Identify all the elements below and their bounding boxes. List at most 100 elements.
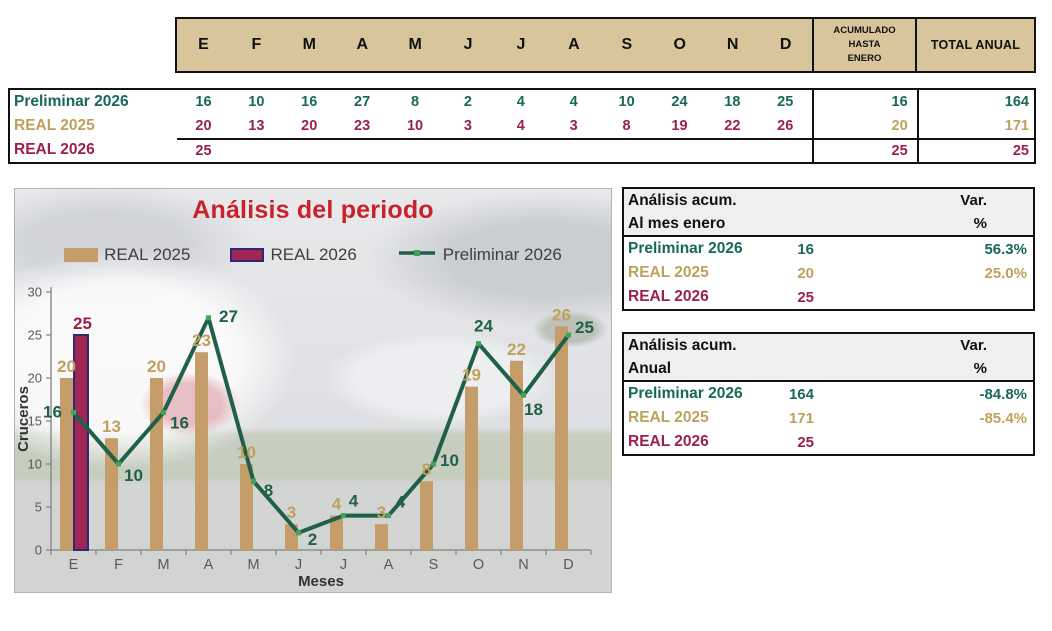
data-cell: 25: [177, 138, 230, 162]
month-header-1: E: [198, 36, 209, 53]
legend-swatch-bar: [230, 248, 265, 262]
month-header-5: M: [408, 36, 422, 53]
analysis-subtitle: Anual: [628, 359, 672, 377]
month-header-6: J: [463, 36, 473, 53]
row-label: REAL 2025: [14, 117, 95, 134]
analysis-row-value: 20: [797, 264, 814, 282]
legend-item-preliminar-2026: Preliminar 2026: [397, 245, 562, 265]
data-cell: [441, 138, 495, 162]
months-header-table: E F M A M J J A S O N D ACUMULADO HASTA ENERO TOTAL…: [175, 17, 1036, 73]
chart-title: Análisis del periodo: [192, 196, 434, 224]
data-cell: 16: [301, 94, 318, 110]
data-cell: [653, 138, 706, 162]
var-header: Var.: [960, 337, 987, 354]
row-label: REAL 2026: [14, 141, 95, 158]
chart-panel: 0 5 10 15 20 25 30 E F M A M J J A S O N D Meses Cruceros 20 1…: [14, 188, 612, 593]
legend-label: Preliminar 2026: [442, 245, 562, 264]
pct-header: %: [973, 360, 987, 377]
analysis-row-pct: 25.0%: [984, 264, 1027, 282]
legend-item-real-2025: REAL 2025: [64, 245, 190, 265]
data-cell: 4: [516, 94, 525, 110]
analysis-table-anual-header: Análisis acum. Var. Anual %: [624, 334, 1033, 382]
data-cell: 3: [569, 118, 578, 134]
legend-swatch-bar: [64, 248, 99, 262]
analysis-row-pct: -84.8%: [979, 385, 1027, 403]
data-cell: [229, 138, 283, 162]
data-cell: 26: [777, 118, 794, 134]
data-cell: [494, 138, 548, 162]
legend-label: REAL 2025: [104, 245, 191, 264]
analysis-row-pct: 56.3%: [984, 240, 1027, 258]
analysis-rows: Preliminar 2026 16 56.3% REAL 2025 20 25.0% RE…: [624, 237, 1033, 309]
analysis-row-label: Preliminar 2026: [628, 240, 743, 257]
analysis-rows: Preliminar 2026 164 -84.8% REAL 2025 171 -85.…: [624, 382, 1033, 454]
analysis-row: Preliminar 2026 164 -84.8%: [624, 382, 1033, 406]
analysis-table-anual: Análisis acum. Var. Anual % Preliminar 2…: [622, 332, 1035, 456]
acumulado-cell: 20: [811, 114, 917, 138]
legend-item-real-2026: REAL 2026: [230, 245, 357, 265]
data-cell: 8: [622, 118, 631, 134]
data-cell: 19: [671, 118, 688, 134]
data-cell: 4: [516, 118, 525, 134]
legend-swatch-line: [397, 246, 437, 265]
data-cell: [758, 138, 812, 162]
total-cell: 171: [916, 114, 1034, 138]
data-cell: [335, 138, 389, 162]
data-cell: 13: [248, 118, 265, 134]
data-cell: 10: [406, 118, 424, 134]
analysis-row-value: 164: [788, 385, 814, 403]
analysis-row-pct: -85.4%: [979, 409, 1027, 427]
month-header-4: A: [356, 36, 368, 53]
data-cell: [705, 138, 759, 162]
acumulado-cell: 25: [811, 138, 917, 162]
analysis-table-enero-header: Análisis acum. Var. Al mes enero %: [624, 189, 1033, 237]
analysis-title: Análisis acum.: [628, 191, 737, 209]
data-cell: 27: [354, 94, 371, 110]
var-header: Var.: [960, 192, 987, 209]
analysis-row-label: REAL 2026: [628, 288, 709, 305]
month-header-3: M: [302, 36, 316, 53]
acumulado-header-cell: ACUMULADO HASTA ENERO: [812, 19, 917, 71]
data-cell: [547, 138, 601, 162]
month-header-9: S: [621, 36, 633, 53]
row-label: Preliminar 2026: [14, 93, 129, 110]
analysis-row: REAL 2025 171 -85.4%: [624, 406, 1033, 430]
analysis-row-label: REAL 2026: [628, 433, 709, 450]
month-header-8: A: [568, 36, 580, 53]
data-cell: 16: [195, 94, 212, 110]
analysis-row: REAL 2025 20 25.0%: [624, 261, 1033, 285]
month-header-2: F: [251, 36, 262, 53]
total-cell: 164: [916, 90, 1034, 114]
month-header-7: J: [516, 36, 526, 53]
analysis-row-label: REAL 2025: [628, 409, 709, 426]
analysis-row-value: 25: [797, 433, 814, 451]
data-cell: [388, 138, 442, 162]
data-cell: 25: [777, 94, 794, 110]
data-cell: 10: [248, 94, 265, 110]
data-cell: 18: [724, 94, 741, 110]
analysis-row-value: 171: [788, 409, 814, 427]
chart-legend: REAL 2025 REAL 2026 Preliminar 2026: [15, 245, 611, 265]
data-cell: 4: [569, 94, 578, 110]
data-cell: 23: [354, 118, 371, 134]
legend-label: REAL 2026: [270, 245, 357, 264]
total-cell: 25: [916, 138, 1034, 162]
analysis-row-label: REAL 2025: [628, 264, 709, 281]
data-cell: 3: [463, 118, 472, 134]
acumulado-cell: 16: [811, 90, 917, 114]
data-cell: 20: [195, 118, 212, 134]
data-cell: 22: [724, 118, 741, 134]
analysis-row-value: 16: [797, 240, 814, 258]
data-cell: 8: [410, 94, 420, 110]
month-header-11: N: [726, 36, 739, 53]
pct-header: %: [973, 215, 987, 232]
analysis-row: REAL 2026 25: [624, 430, 1033, 454]
analysis-row: Preliminar 2026 16 56.3%: [624, 237, 1033, 261]
series-data-table: Preliminar 2026 16 10 16 27 8 2 4 4 10 24 18 25 16 164…: [8, 88, 1036, 164]
data-cell: 20: [301, 118, 318, 134]
data-cell: [600, 138, 654, 162]
total-anual-header-cell: TOTAL ANUAL: [930, 38, 1021, 52]
analysis-subtitle: Al mes enero: [628, 214, 726, 232]
